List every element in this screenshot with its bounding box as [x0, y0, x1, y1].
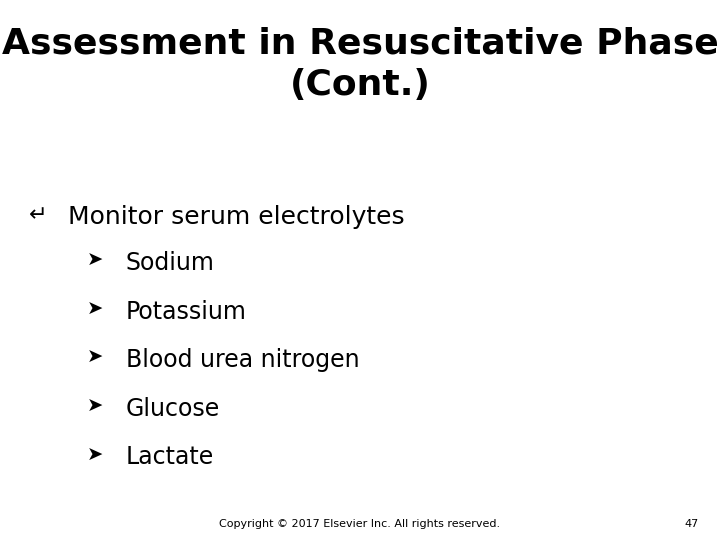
- Text: ➤: ➤: [86, 300, 103, 319]
- Text: Potassium: Potassium: [126, 300, 247, 323]
- Text: Sodium: Sodium: [126, 251, 215, 275]
- Text: ↵: ↵: [29, 205, 48, 225]
- Text: ➤: ➤: [86, 397, 103, 416]
- Text: Blood urea nitrogen: Blood urea nitrogen: [126, 348, 359, 372]
- Text: Glucose: Glucose: [126, 397, 220, 421]
- Text: ➤: ➤: [86, 348, 103, 367]
- Text: Lactate: Lactate: [126, 446, 215, 469]
- Text: ➤: ➤: [86, 251, 103, 270]
- Text: Assessment in Resuscitative Phase
(Cont.): Assessment in Resuscitative Phase (Cont.…: [1, 27, 719, 102]
- Text: Copyright © 2017 Elsevier Inc. All rights reserved.: Copyright © 2017 Elsevier Inc. All right…: [220, 519, 500, 529]
- Text: Monitor serum electrolytes: Monitor serum electrolytes: [68, 205, 405, 229]
- Text: ➤: ➤: [86, 446, 103, 464]
- Text: 47: 47: [684, 519, 698, 529]
